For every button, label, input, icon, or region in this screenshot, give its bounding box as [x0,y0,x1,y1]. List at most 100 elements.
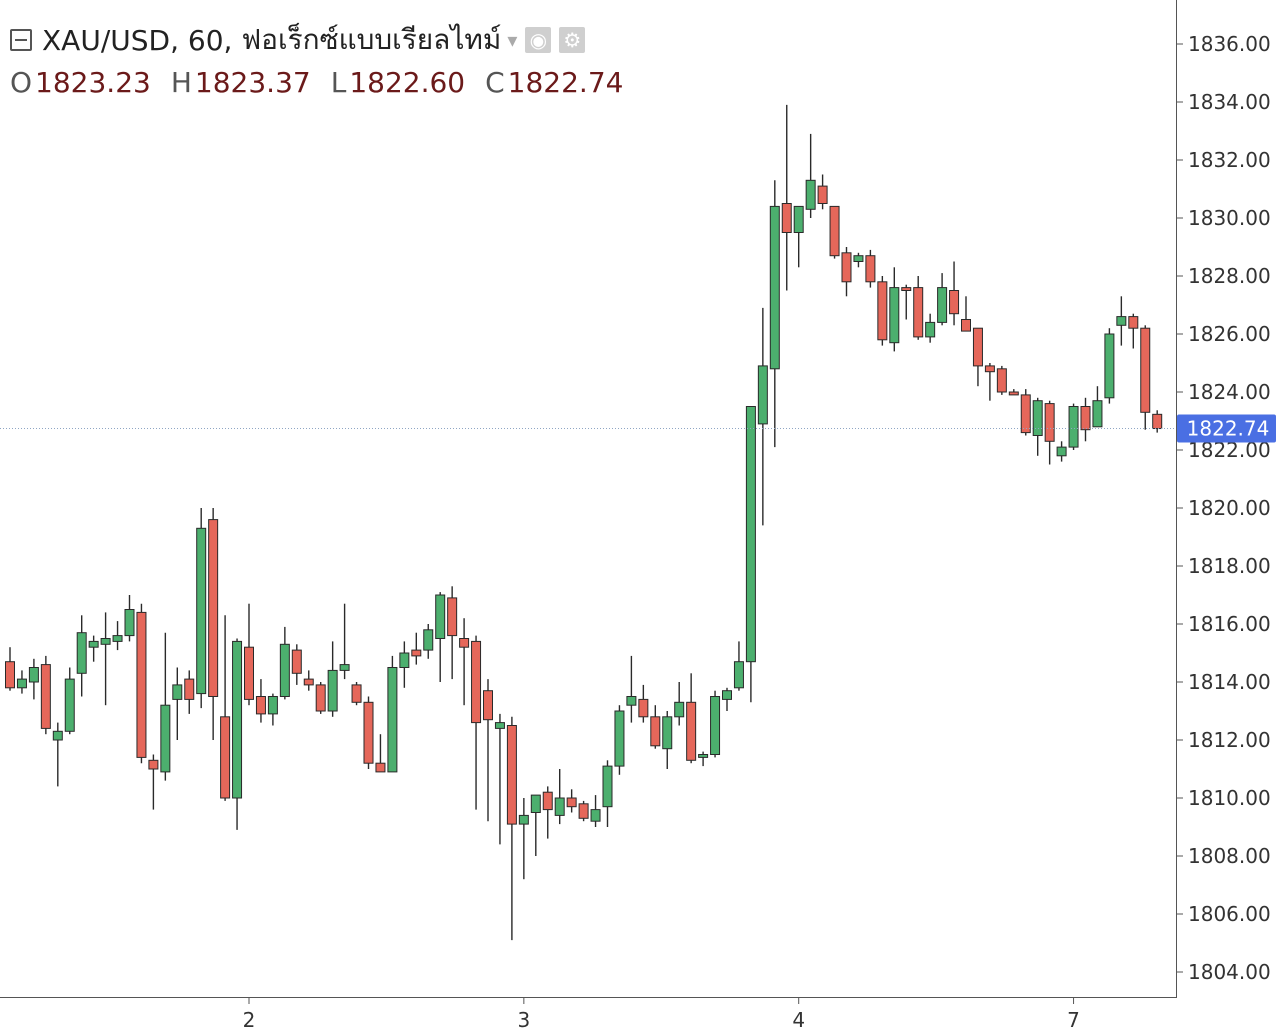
candle-body-up [339,664,350,671]
candle [88,635,99,662]
candle-body-up [733,661,744,689]
candle-body-down [459,638,470,648]
time-axis[interactable]: 2 3 4 7 [243,998,1080,1032]
candle [315,682,326,714]
candle-body-up [925,321,936,338]
candle [40,655,51,735]
candle-body-down [972,327,983,367]
candle [291,644,302,685]
candle-body-up [722,690,732,700]
candle [937,273,948,326]
symbol-legend: XAU/USD , 60 , ฟอเร็กซ์แบบเรียลไทม์ ▾ ◉ … [10,20,586,60]
candle-body-down [136,611,147,758]
symbol-name: XAU/USD [42,23,171,57]
candle [28,658,39,700]
candle [148,754,159,810]
eye-icon[interactable]: ◉ [525,27,552,53]
candle [1032,397,1043,456]
candle-body-down [5,661,15,689]
candle [733,641,744,691]
candles-layer [5,104,1163,941]
collapse-square-icon[interactable] [10,29,32,51]
close-value: 1822.74 [507,65,624,99]
y-tick-label: 1830.00 [1188,206,1271,230]
candle [745,406,756,703]
x-tick-label: 7 [1067,1008,1080,1032]
candle-body-down [208,519,219,697]
candle-body-down [1140,327,1151,413]
high-value: 1823.37 [194,65,311,99]
candle [244,603,254,706]
candle-body-down [1152,413,1163,430]
candle [841,247,852,297]
candle-body-down [913,287,924,338]
candle-body-down [411,649,422,657]
candle [1152,410,1163,433]
candle [781,104,792,291]
candle-body-up [757,365,768,425]
candle [542,786,553,839]
candle-body-up [745,406,756,663]
candle [614,705,625,775]
candle [124,595,135,642]
y-tick-label: 1814.00 [1188,670,1271,694]
candle [64,667,75,735]
candle-body-up [64,678,75,732]
candle [494,713,505,845]
candle-body-up [602,765,613,808]
candle-body-up [232,640,243,799]
y-tick-label: 1810.00 [1188,786,1271,810]
candle [267,693,278,726]
candle [447,586,458,680]
candle-body-down [781,203,792,233]
candle-body-up [494,722,505,729]
candle [626,655,637,723]
open-value: 1823.23 [35,65,151,99]
candle [913,276,924,340]
candle [351,682,362,706]
candle-body-down [901,287,912,292]
candle [184,670,195,714]
candle-body-down [686,701,697,761]
candle-body-down [865,255,876,283]
high-label: H [170,65,192,99]
data-source-label: ฟอเร็กซ์แบบเรียลไทม์ [241,23,502,56]
candle-body-up [614,710,625,767]
candle [1128,313,1139,349]
candle [901,284,912,320]
candle [255,679,266,723]
candle [1116,296,1127,346]
candle-body-up [1068,406,1079,448]
price-axis[interactable]: 1804.00 1806.00 1808.00 1810.00 1812.00 1814.… [1177,32,1271,984]
candle-body-up [160,704,171,773]
chevron-down-icon[interactable]: ▾ [507,28,518,52]
candle [578,800,589,822]
candle-body-down [447,597,458,637]
candle [853,252,864,268]
y-tick-label: 1818.00 [1188,554,1271,578]
candle-body-up [662,716,673,750]
candle-body-up [387,667,398,773]
candle [1068,403,1079,450]
candle [805,133,816,218]
candle-body-down [363,701,374,764]
candle [16,670,27,694]
candle [1020,389,1031,436]
candle-body-down [817,185,828,205]
candle [136,603,147,764]
y-tick-label: 1812.00 [1188,728,1271,752]
gear-icon[interactable]: ⚙ [559,27,586,53]
candle-body-down [841,252,852,283]
candle-body-down [877,281,888,341]
y-tick-label: 1804.00 [1188,960,1271,984]
candle [375,734,386,773]
x-tick-label: 4 [792,1008,805,1032]
candle-body-up [1032,400,1043,437]
candle [1140,325,1151,430]
y-tick-label: 1824.00 [1188,380,1271,404]
candle-body-up [853,255,864,262]
y-tick-label: 1832.00 [1188,148,1271,172]
candle [483,679,493,822]
